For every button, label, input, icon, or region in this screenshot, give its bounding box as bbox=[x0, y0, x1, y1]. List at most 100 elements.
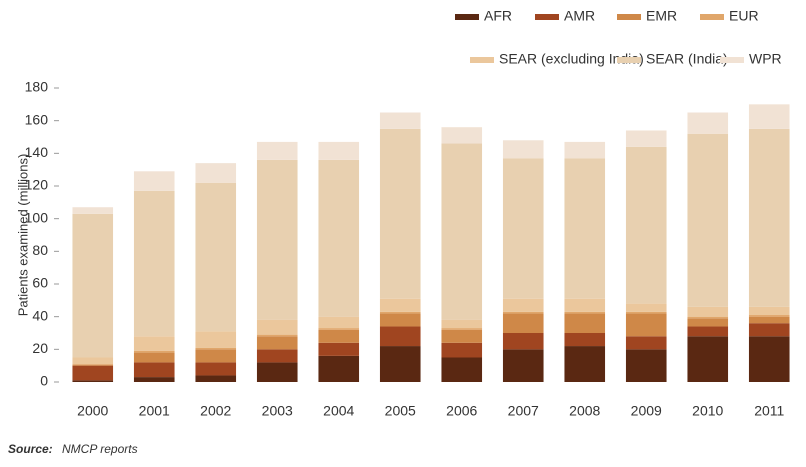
bar-segment bbox=[195, 349, 237, 363]
bar-segment bbox=[564, 333, 606, 347]
bar-segment bbox=[502, 311, 544, 314]
bar-segment bbox=[72, 365, 114, 381]
x-tick-label: 2002 bbox=[200, 403, 231, 419]
bar-segment bbox=[687, 318, 729, 327]
x-tick-label: 2001 bbox=[139, 403, 170, 419]
bar-segment bbox=[748, 104, 790, 129]
legend-label: SEAR (India) bbox=[646, 51, 728, 67]
bar-segment bbox=[564, 298, 606, 312]
bar-segment bbox=[687, 336, 729, 382]
bar-segment bbox=[379, 128, 421, 299]
bar-segment bbox=[748, 323, 790, 337]
legend-swatch bbox=[617, 57, 641, 63]
legend-label: EMR bbox=[646, 8, 677, 24]
bar-segment bbox=[256, 362, 298, 382]
bar-segment bbox=[748, 316, 790, 324]
legend-label: AFR bbox=[484, 8, 512, 24]
bar-segment bbox=[748, 336, 790, 382]
bar-segment bbox=[195, 375, 237, 382]
bar-segment bbox=[441, 357, 483, 382]
bar-segment bbox=[256, 334, 298, 337]
x-tick-label: 2000 bbox=[77, 403, 108, 419]
bar-segment bbox=[379, 313, 421, 327]
bar-segment bbox=[748, 315, 790, 317]
legend-swatch bbox=[470, 57, 494, 63]
bar-segment bbox=[318, 316, 360, 329]
bar-segment bbox=[502, 349, 544, 382]
legend-swatch bbox=[455, 14, 479, 20]
y-tick-label: 120 bbox=[25, 177, 49, 193]
legend-swatch bbox=[617, 14, 641, 20]
bar-segment bbox=[441, 329, 483, 343]
bar-segment bbox=[625, 336, 667, 350]
bar-segment bbox=[133, 352, 175, 363]
x-tick-label: 2006 bbox=[446, 403, 477, 419]
bar-segment bbox=[318, 159, 360, 317]
bar-segment bbox=[133, 377, 175, 382]
bar-segment bbox=[256, 141, 298, 160]
bar-segment bbox=[687, 306, 729, 317]
bar-segment bbox=[318, 342, 360, 356]
bar-segment bbox=[441, 342, 483, 358]
bar-segment bbox=[195, 362, 237, 376]
bar-segment bbox=[133, 171, 175, 191]
x-tick-label: 2008 bbox=[569, 403, 600, 419]
bar-segment bbox=[379, 112, 421, 129]
y-tick-label: 140 bbox=[25, 144, 49, 160]
bar-segment bbox=[72, 364, 114, 365]
legend-swatch bbox=[535, 14, 559, 20]
x-tick-label: 2011 bbox=[754, 403, 784, 419]
bar-segment bbox=[441, 319, 483, 329]
bar-segment bbox=[564, 141, 606, 159]
bar-segment bbox=[256, 319, 298, 335]
bar-segment bbox=[502, 298, 544, 312]
x-tick-label: 2004 bbox=[323, 403, 354, 419]
x-tick-label: 2005 bbox=[385, 403, 416, 419]
y-tick-label: 20 bbox=[32, 340, 48, 356]
bar-segment bbox=[625, 130, 667, 147]
y-tick-label: 0 bbox=[40, 373, 48, 389]
bar-segment bbox=[625, 311, 667, 314]
bar-segment bbox=[72, 380, 114, 382]
bar-segment bbox=[687, 112, 729, 134]
bar-segment bbox=[625, 303, 667, 312]
bar-segment bbox=[687, 326, 729, 337]
legend-swatch bbox=[700, 14, 724, 20]
bar-segment bbox=[72, 213, 114, 358]
bar-segment bbox=[441, 143, 483, 320]
source-label: Source: bbox=[8, 442, 53, 456]
bar-segment bbox=[748, 306, 790, 316]
bar-segment bbox=[256, 159, 298, 320]
bar-segment bbox=[687, 133, 729, 307]
bar-segment bbox=[502, 158, 544, 299]
y-tick-label: 80 bbox=[32, 242, 48, 258]
bar-segment bbox=[318, 141, 360, 160]
bar-segment bbox=[564, 313, 606, 333]
legend-label: AMR bbox=[564, 8, 595, 24]
bar-segment bbox=[133, 190, 175, 337]
bar-segment bbox=[687, 316, 729, 319]
bar-segment bbox=[133, 350, 175, 353]
bar-segment bbox=[379, 346, 421, 382]
bar-segment bbox=[379, 298, 421, 312]
bar-segment bbox=[502, 333, 544, 350]
bar-segment bbox=[256, 336, 298, 350]
bar-segment bbox=[625, 349, 667, 382]
bar-segment bbox=[502, 140, 544, 159]
bar-segment bbox=[256, 349, 298, 363]
bar-segment bbox=[195, 347, 237, 350]
bar-segment bbox=[195, 331, 237, 348]
x-tick-label: 2010 bbox=[692, 403, 723, 419]
bar-segment bbox=[502, 313, 544, 333]
bar-segment bbox=[441, 127, 483, 144]
bar-segment bbox=[72, 207, 114, 214]
y-tick-label: 60 bbox=[32, 275, 48, 291]
bar-segment bbox=[379, 326, 421, 347]
y-axis-label: Patients examined (millions) bbox=[15, 154, 30, 317]
bar-segment bbox=[72, 357, 114, 365]
y-tick-label: 100 bbox=[25, 209, 49, 225]
y-tick-label: 40 bbox=[32, 307, 48, 323]
bar-segment bbox=[564, 346, 606, 382]
bar-segment bbox=[133, 362, 175, 378]
